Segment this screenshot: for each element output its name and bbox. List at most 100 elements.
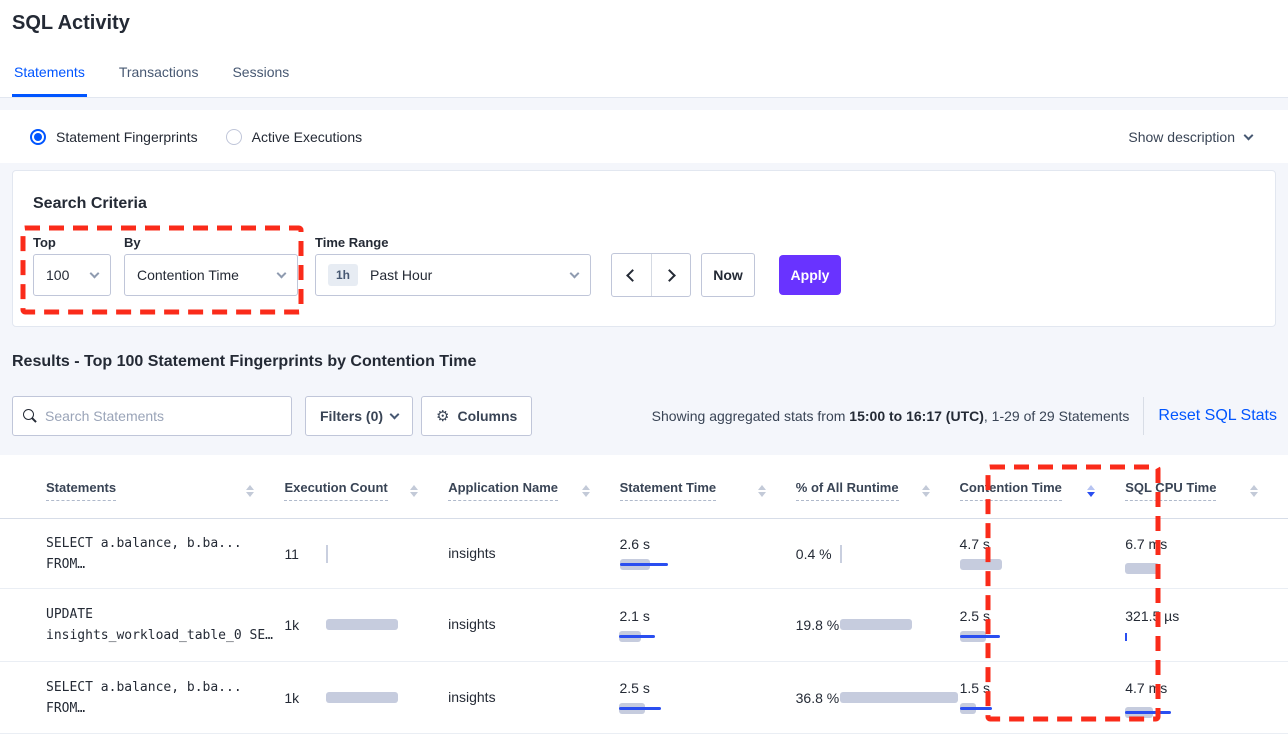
chevron-left-icon: [626, 268, 640, 282]
tab-sessions[interactable]: Sessions: [232, 64, 290, 80]
sort-icon[interactable]: [921, 484, 930, 497]
prev-time-button[interactable]: [612, 254, 651, 296]
table-row[interactable]: SELECT a.balance, b.ba... FROM… 1k insigh…: [0, 662, 1288, 734]
apply-button[interactable]: Apply: [779, 255, 841, 295]
statement-time-value: 2.6 s: [619, 536, 650, 552]
pct-runtime-bar: [839, 544, 920, 563]
sort-icon[interactable]: [246, 484, 255, 497]
showing-stats-text: Showing aggregated stats from 15:00 to 1…: [651, 408, 1130, 424]
contention-time-value: 4.7 s: [959, 536, 990, 552]
table-row[interactable]: SELECT a.balance, b.ba... FROM… 11 insigh…: [0, 519, 1288, 589]
by-select-value: Contention Time: [137, 267, 239, 283]
next-time-button[interactable]: [650, 254, 690, 296]
pct-runtime-bar: [839, 616, 960, 634]
view-toggle-bar: Statement Fingerprints Active Executions…: [0, 110, 1288, 163]
pct-runtime-value: 19.8 %: [795, 617, 840, 633]
statement-time-value: 2.5 s: [619, 680, 650, 696]
column-header-statement-time[interactable]: Statement Time: [619, 480, 796, 501]
columns-button[interactable]: ⚙ Columns: [421, 396, 533, 436]
sort-icon[interactable]: [581, 484, 590, 497]
column-header-contention-time[interactable]: Contention Time: [959, 480, 1126, 501]
showing-stats-wrap: Showing aggregated stats from 15:00 to 1…: [652, 396, 1277, 436]
time-pager: [611, 253, 691, 297]
chevron-down-icon: [569, 268, 580, 279]
sort-icon[interactable]: [757, 484, 766, 497]
page-title: SQL Activity: [12, 12, 130, 34]
sort-icon-active-desc[interactable]: [1087, 484, 1096, 497]
top-select-value: 100: [46, 267, 70, 283]
chevron-down-icon: [89, 268, 100, 279]
now-button[interactable]: Now: [701, 253, 755, 297]
statement-fingerprint-link[interactable]: SELECT a.balance, b.ba... FROM…: [46, 535, 242, 572]
contention-time-bar: [959, 630, 1090, 643]
search-input[interactable]: [45, 408, 281, 424]
contention-time-value: 1.5 s: [959, 680, 990, 696]
vertical-divider: [1143, 397, 1145, 435]
chevron-down-icon: [389, 409, 400, 420]
tab-transactions[interactable]: Transactions: [118, 64, 199, 80]
results-heading: Results - Top 100 Statement Fingerprints…: [12, 353, 477, 370]
radio-active-executions[interactable]: Active Executions: [225, 128, 363, 145]
column-header-application-name[interactable]: Application Name: [448, 480, 619, 501]
search-icon: [23, 409, 37, 423]
search-criteria-panel: Search Criteria Top 100 By Contention Ti…: [12, 170, 1276, 327]
show-description-toggle[interactable]: Show description: [1128, 128, 1254, 145]
now-button-label: Now: [713, 267, 743, 283]
application-name-value: insights: [448, 544, 496, 561]
by-label: By: [124, 235, 141, 250]
statement-fingerprint-link[interactable]: UPDATE insights_workload_table_0 SE…: [46, 607, 273, 643]
time-range-label: Time Range: [315, 235, 389, 250]
filters-button[interactable]: Filters (0): [305, 396, 414, 436]
table-row[interactable]: UPDATE insights_workload_table_0 SE… 1k i…: [0, 589, 1288, 662]
gear-icon: ⚙: [436, 408, 450, 425]
contention-time-bar: [959, 559, 1090, 571]
chevron-down-icon: [1243, 130, 1254, 140]
radio-unselected-icon[interactable]: [225, 128, 242, 145]
contention-time-bar: [959, 703, 1090, 715]
statement-time-bar: [619, 559, 750, 571]
contention-time-value: 2.5 s: [959, 607, 990, 624]
top-select[interactable]: 100: [33, 254, 111, 296]
results-toolbar: Filters (0) ⚙ Columns Showing aggregated…: [0, 396, 1288, 436]
execution-count-value: 1k: [284, 617, 300, 633]
radio-label: Active Executions: [251, 128, 363, 145]
time-range-select[interactable]: 1h Past Hour: [315, 254, 591, 296]
statements-table: Statements Execution Count Application N…: [0, 455, 1288, 735]
search-criteria-title: Search Criteria: [33, 195, 147, 212]
sql-cpu-time-bar: [1125, 563, 1255, 575]
radio-label: Statement Fingerprints: [56, 128, 198, 145]
tab-bar: Statements Transactions Sessions: [0, 55, 1288, 98]
columns-button-label: Columns: [457, 408, 518, 424]
sql-cpu-time-bar: [1125, 707, 1255, 719]
by-select[interactable]: Contention Time: [124, 254, 298, 296]
column-header-sql-cpu-time[interactable]: SQL CPU Time: [1125, 480, 1288, 501]
filters-button-label: Filters (0): [320, 408, 384, 424]
column-header-pct-runtime[interactable]: % of All Runtime: [795, 480, 960, 501]
pct-runtime-bar: [839, 689, 960, 707]
statement-time-bar: [619, 630, 749, 643]
search-statements-box[interactable]: [12, 396, 292, 436]
application-name-value: insights: [448, 616, 496, 632]
show-description-label: Show description: [1128, 128, 1235, 145]
execution-count-bar: [326, 689, 406, 707]
content-area: Statement Fingerprints Active Executions…: [0, 98, 1288, 735]
column-header-statements[interactable]: Statements: [0, 480, 284, 501]
application-name-value: insights: [448, 688, 496, 705]
statement-time-bar: [619, 703, 749, 715]
sort-icon[interactable]: [1250, 484, 1258, 497]
execution-count-value: 11: [284, 545, 299, 562]
column-header-execution-count[interactable]: Execution Count: [284, 480, 448, 501]
chevron-right-icon: [663, 268, 676, 282]
execution-count-bar: [326, 544, 406, 563]
apply-button-label: Apply: [790, 267, 830, 283]
execution-count-bar: [326, 616, 406, 634]
radio-statement-fingerprints[interactable]: Statement Fingerprints: [30, 128, 198, 145]
sort-icon[interactable]: [410, 484, 419, 497]
radio-selected-icon[interactable]: [30, 128, 46, 145]
statement-fingerprint-link[interactable]: SELECT a.balance, b.ba... FROM…: [46, 679, 242, 716]
table-header-row: Statements Execution Count Application N…: [0, 455, 1288, 519]
reset-sql-stats-link[interactable]: Reset SQL Stats: [1158, 407, 1277, 424]
top-label: Top: [33, 235, 56, 250]
tab-statements[interactable]: Statements: [12, 55, 87, 97]
